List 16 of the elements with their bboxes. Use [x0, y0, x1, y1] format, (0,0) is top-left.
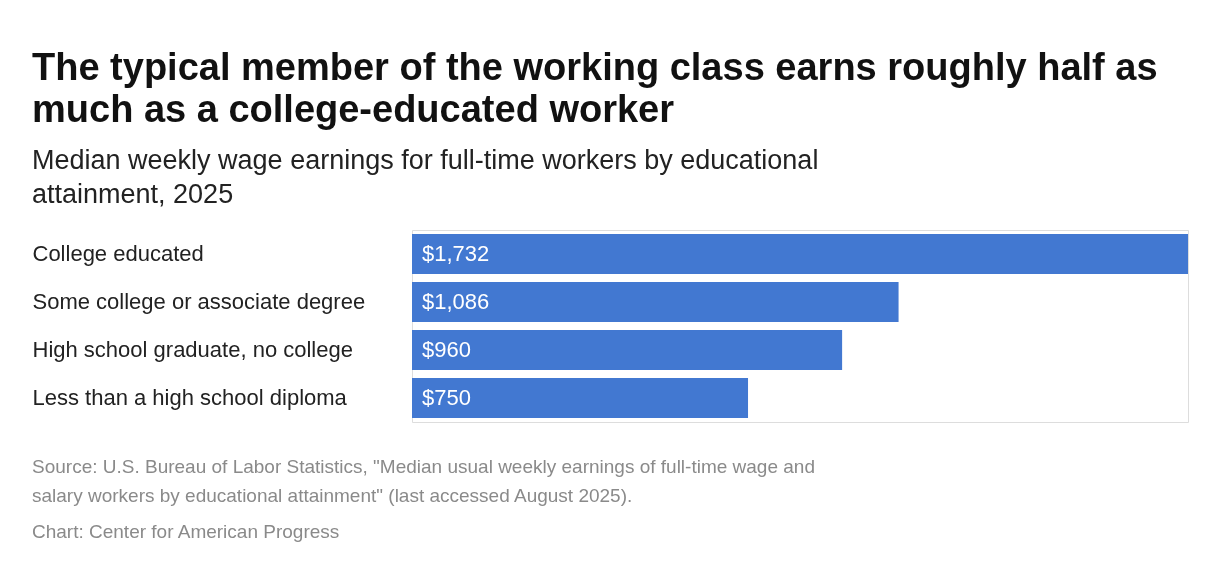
bar [412, 282, 899, 322]
chart-title: The typical member of the working class earns roughly half as much as a college-educated worker [32, 46, 1158, 130]
chart-subtitle: Median weekly wage earnings for full-time workers by educational attainment, 2025 [32, 145, 819, 209]
y-tick-label: High school graduate, no college [32, 337, 353, 362]
text: Chart: Center for American Progress [32, 521, 340, 542]
data-label: $750 [422, 385, 471, 410]
bar [412, 234, 1188, 274]
bar [412, 330, 843, 370]
y-tick-label: College educated [32, 241, 204, 266]
data-label: $960 [422, 337, 471, 362]
data-label: $1,732 [422, 241, 490, 266]
data-label: $1,086 [422, 289, 490, 314]
y-tick-label: Less than a high school diploma [32, 385, 348, 410]
source-note: Source: U.S. Bureau of Labor Statistics, "Median usual weekly earnings of full-time wage and salary workers by educational attainment" (last accessed August 2025). [32, 456, 815, 506]
y-tick-label: Some college or associate degree [32, 289, 366, 314]
bar [412, 378, 749, 418]
